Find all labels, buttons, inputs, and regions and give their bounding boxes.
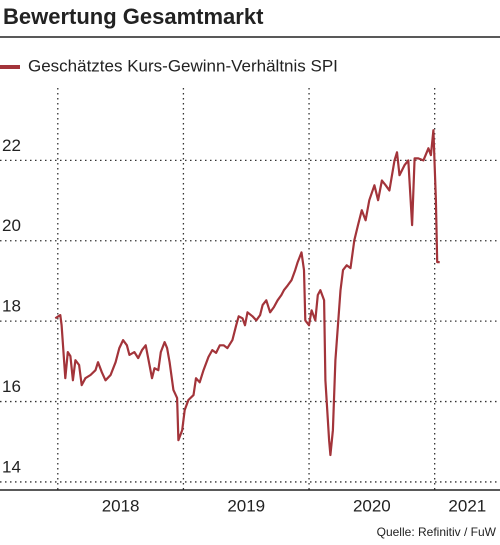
chart-title: Bewertung Gesamtmarkt: [3, 4, 264, 29]
data-line: [54, 129, 440, 457]
x-tick-label: 2019: [227, 496, 265, 515]
y-tick-label: 18: [2, 297, 21, 316]
source: Quelle: Refinitiv / FuW: [377, 525, 497, 539]
x-tick-label: 2018: [102, 496, 140, 515]
y-tick-label: 20: [2, 216, 21, 235]
y-tick-label: 16: [2, 377, 21, 396]
y-tick-label: 14: [2, 457, 21, 476]
legend-label: Geschätztes Kurs-Gewinn-Verhältnis SPI: [28, 56, 338, 75]
x-tick-label: 2021: [448, 496, 486, 515]
y-tick-label: 22: [2, 136, 21, 155]
x-tick-label: 2020: [353, 496, 391, 515]
